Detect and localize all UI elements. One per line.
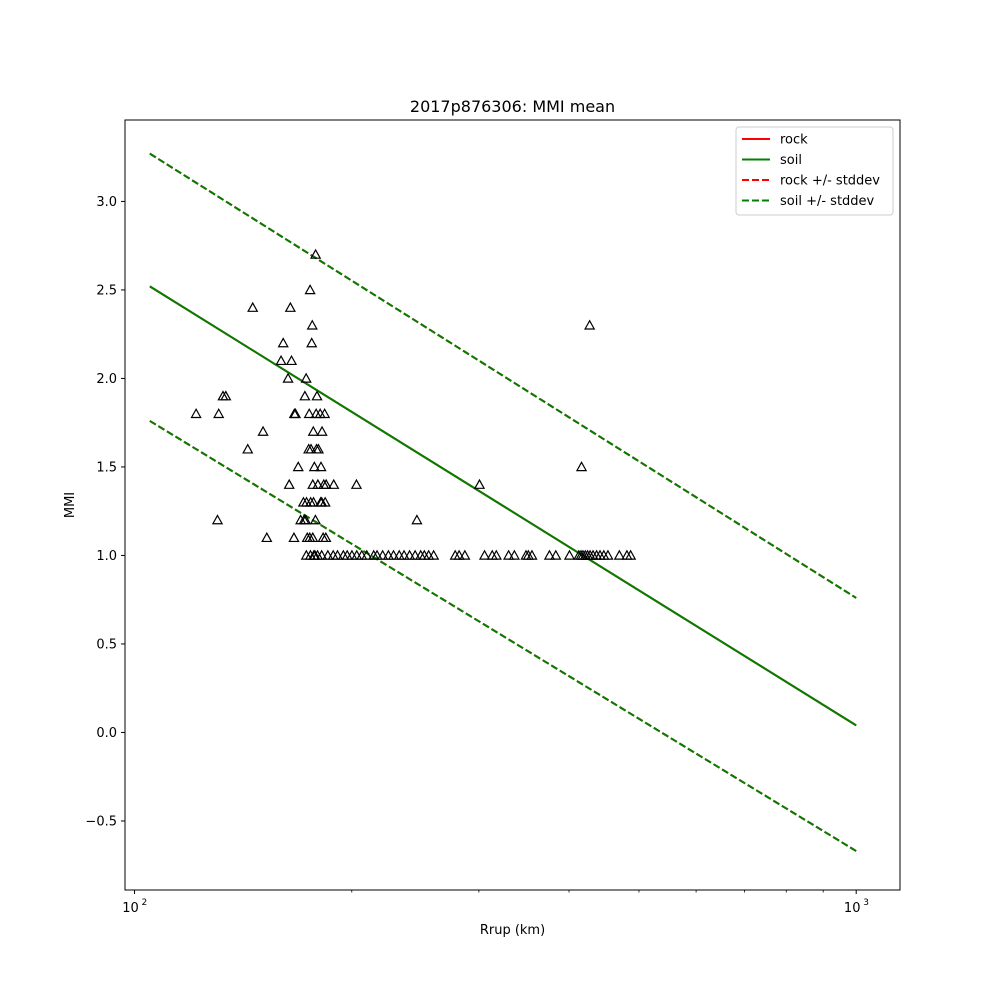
data-point bbox=[247, 301, 259, 312]
chart-title: 2017p876306: MMI mean bbox=[410, 97, 615, 116]
data-point bbox=[453, 549, 465, 560]
data-point bbox=[299, 514, 312, 525]
data-point bbox=[584, 319, 596, 330]
data-point bbox=[213, 408, 225, 419]
data-point bbox=[503, 549, 515, 560]
data-point bbox=[319, 496, 331, 507]
data-point bbox=[300, 372, 312, 383]
y-tick-label: 1.5 bbox=[96, 460, 117, 475]
data-point bbox=[289, 408, 302, 419]
series-line-1 bbox=[149, 285, 857, 727]
legend: rock soil rock +/- stddev soil +/- stddev bbox=[735, 126, 894, 216]
data-point bbox=[361, 549, 373, 560]
data-point bbox=[331, 549, 344, 560]
data-point bbox=[543, 549, 556, 560]
data-point bbox=[211, 514, 224, 525]
data-point bbox=[288, 531, 300, 543]
x-tick-exponent: 2 bbox=[142, 898, 148, 908]
data-point bbox=[459, 549, 471, 560]
data-point bbox=[315, 461, 327, 472]
data-point bbox=[613, 549, 625, 560]
data-point bbox=[411, 514, 423, 525]
data-point bbox=[550, 549, 562, 560]
data-point bbox=[307, 425, 319, 436]
y-tick-label: 3.0 bbox=[96, 195, 117, 210]
legend-label: rock +/- stddev bbox=[780, 174, 880, 189]
data-point bbox=[297, 496, 310, 507]
y-tick-label: 0.0 bbox=[96, 726, 117, 741]
data-point bbox=[282, 372, 294, 383]
data-point bbox=[328, 478, 340, 489]
x-tick-label: 10 bbox=[844, 901, 861, 916]
data-point bbox=[217, 390, 229, 401]
data-point bbox=[478, 549, 491, 560]
plot-area bbox=[149, 152, 857, 852]
y-tick-label: 1.0 bbox=[96, 549, 117, 564]
y-axis-label: MMI bbox=[63, 492, 78, 518]
axes: −0.50.00.51.01.52.02.53.010 2 10 3 bbox=[85, 195, 869, 916]
data-point bbox=[307, 496, 320, 507]
data-point bbox=[320, 531, 332, 543]
data-point bbox=[292, 461, 304, 472]
data-point bbox=[563, 549, 576, 560]
y-tick-label: −0.5 bbox=[85, 814, 117, 829]
data-point bbox=[398, 549, 410, 560]
plot-frame bbox=[124, 119, 901, 891]
data-point bbox=[309, 248, 322, 259]
data-point bbox=[508, 549, 520, 560]
data-point bbox=[322, 549, 334, 560]
data-point bbox=[284, 301, 296, 312]
data-point bbox=[319, 408, 331, 419]
data-point bbox=[526, 549, 538, 560]
data-point bbox=[428, 549, 440, 560]
data-point bbox=[316, 549, 328, 560]
series-line-5 bbox=[149, 420, 857, 852]
data-point bbox=[307, 531, 319, 543]
data-point bbox=[309, 514, 322, 525]
data-point bbox=[625, 549, 637, 560]
data-point bbox=[277, 337, 289, 348]
data-point bbox=[320, 478, 332, 489]
data-point bbox=[306, 337, 318, 348]
data-point bbox=[409, 549, 421, 560]
y-tick-label: 2.0 bbox=[96, 372, 117, 387]
data-point bbox=[283, 478, 295, 489]
data-point bbox=[575, 461, 588, 472]
legend-label: rock bbox=[780, 133, 808, 148]
data-point bbox=[473, 478, 486, 489]
data-point bbox=[190, 408, 202, 419]
data-point bbox=[305, 443, 317, 454]
data-point bbox=[316, 425, 328, 436]
data-point bbox=[299, 390, 311, 401]
data-point bbox=[311, 390, 323, 401]
data-point bbox=[306, 319, 318, 330]
legend-label: soil +/- stddev bbox=[780, 194, 875, 209]
x-tick-exponent: 3 bbox=[863, 898, 869, 908]
data-point bbox=[377, 549, 389, 560]
data-point bbox=[275, 354, 287, 366]
y-tick-label: 0.5 bbox=[96, 637, 117, 652]
data-point bbox=[490, 549, 502, 560]
data-point bbox=[304, 284, 316, 295]
data-point bbox=[350, 478, 363, 489]
data-point bbox=[261, 531, 273, 543]
data-point bbox=[403, 549, 416, 560]
data-point bbox=[312, 443, 325, 454]
data-point bbox=[285, 354, 298, 366]
data-point bbox=[602, 549, 614, 560]
y-tick-label: 2.5 bbox=[96, 283, 117, 298]
legend-label: soil bbox=[780, 153, 802, 168]
x-axis-label: Rrup (km) bbox=[480, 923, 545, 938]
data-point bbox=[387, 549, 400, 560]
data-point bbox=[308, 461, 321, 472]
series-line-4 bbox=[149, 152, 857, 599]
data-point bbox=[312, 478, 324, 489]
data-point bbox=[303, 408, 315, 419]
data-point bbox=[257, 425, 269, 436]
legend-box bbox=[735, 126, 894, 216]
x-tick-label: 10 bbox=[122, 901, 139, 916]
data-point bbox=[371, 549, 383, 560]
data-point bbox=[242, 443, 254, 454]
